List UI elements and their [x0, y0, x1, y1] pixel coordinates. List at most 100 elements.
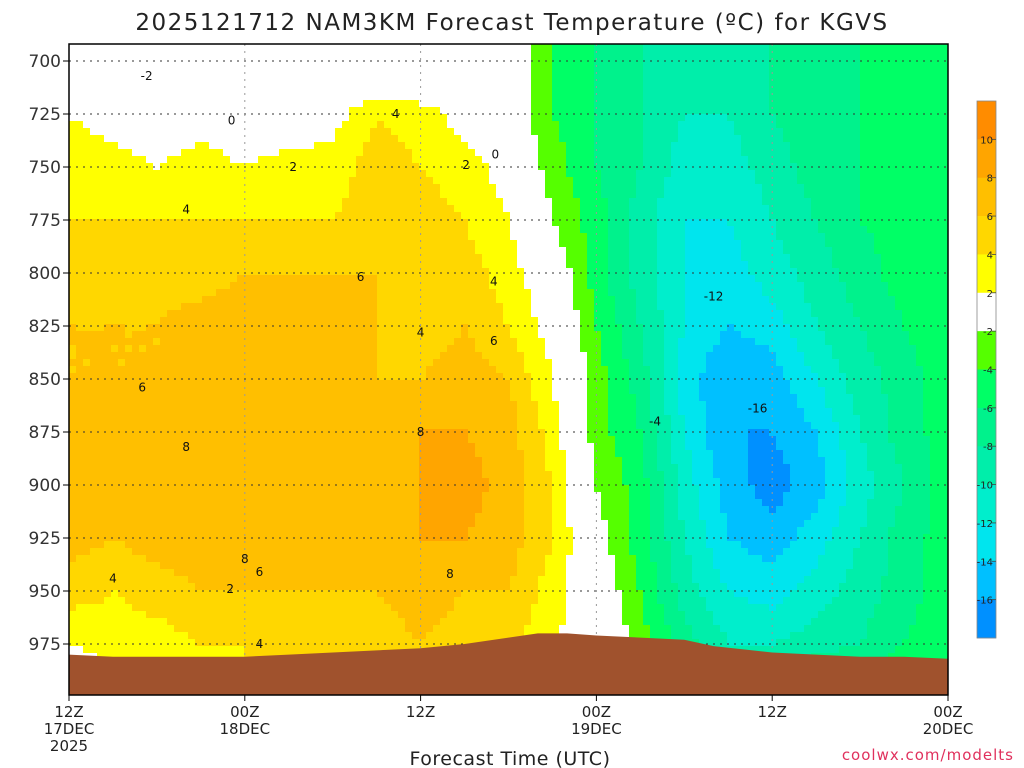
field-cell — [643, 310, 651, 318]
field-cell — [937, 219, 945, 227]
field-cell — [286, 142, 294, 150]
field-cell — [440, 303, 448, 311]
field-cell — [664, 114, 672, 122]
field-cell — [524, 93, 532, 101]
field-cell — [678, 79, 686, 87]
field-cell — [405, 268, 413, 276]
field-cell — [874, 100, 882, 108]
field-cell — [769, 44, 777, 52]
field-cell — [916, 65, 924, 73]
field-cell — [776, 247, 784, 255]
field-cell — [867, 93, 875, 101]
field-cell — [321, 191, 329, 199]
field-cell — [769, 212, 777, 220]
field-cell — [328, 114, 336, 122]
field-cell — [363, 303, 371, 311]
field-cell — [90, 128, 98, 136]
field-cell — [622, 72, 630, 80]
field-cell — [622, 254, 630, 262]
field-cell — [244, 121, 252, 129]
field-cell — [776, 205, 784, 213]
field-cell — [489, 261, 497, 269]
field-cell — [874, 135, 882, 143]
field-cell — [650, 149, 658, 157]
field-cell — [216, 289, 224, 297]
field-cell — [412, 296, 420, 304]
field-cell — [83, 212, 91, 220]
field-cell — [580, 100, 588, 108]
field-cell — [293, 247, 301, 255]
field-cell — [909, 79, 917, 87]
field-cell — [874, 282, 882, 290]
field-cell — [622, 240, 630, 248]
field-cell — [237, 219, 245, 227]
field-cell — [307, 303, 315, 311]
field-cell — [223, 205, 231, 213]
field-cell — [111, 72, 119, 80]
field-cell — [447, 303, 455, 311]
field-cell — [475, 100, 483, 108]
field-cell — [629, 205, 637, 213]
field-cell — [748, 184, 756, 192]
field-cell — [209, 205, 217, 213]
field-cell — [384, 282, 392, 290]
field-cell — [300, 86, 308, 94]
field-cell — [377, 72, 385, 80]
field-cell — [524, 107, 532, 115]
field-cell — [356, 170, 364, 178]
field-cell — [300, 163, 308, 171]
field-cell — [132, 114, 140, 122]
field-cell — [804, 205, 812, 213]
field-cell — [727, 65, 735, 73]
field-cell — [783, 93, 791, 101]
field-cell — [244, 268, 252, 276]
field-cell — [937, 303, 945, 311]
field-cell — [300, 72, 308, 80]
field-cell — [741, 121, 749, 129]
field-cell — [545, 163, 553, 171]
field-cell — [398, 142, 406, 150]
field-cell — [223, 58, 231, 66]
field-cell — [622, 79, 630, 87]
field-cell — [398, 233, 406, 241]
field-cell — [307, 310, 315, 318]
field-cell — [559, 233, 567, 241]
field-cell — [601, 261, 609, 269]
field-cell — [202, 275, 210, 283]
field-cell — [804, 142, 812, 150]
field-cell — [286, 198, 294, 206]
field-cell — [202, 247, 210, 255]
field-cell — [559, 121, 567, 129]
field-cell — [594, 212, 602, 220]
field-cell — [279, 219, 287, 227]
field-cell — [125, 240, 133, 248]
field-cell — [90, 121, 98, 129]
field-cell — [279, 72, 287, 80]
field-cell — [216, 268, 224, 276]
field-cell — [349, 149, 357, 157]
field-cell — [195, 135, 203, 143]
field-cell — [167, 163, 175, 171]
field-cell — [167, 219, 175, 227]
field-cell — [244, 254, 252, 262]
field-cell — [643, 191, 651, 199]
field-cell — [832, 149, 840, 157]
field-cell — [433, 184, 441, 192]
field-cell — [559, 212, 567, 220]
field-cell — [825, 191, 833, 199]
field-cell — [496, 261, 504, 269]
field-cell — [146, 275, 154, 283]
field-cell — [426, 233, 434, 241]
field-cell — [524, 261, 532, 269]
field-cell — [853, 205, 861, 213]
field-cell — [328, 107, 336, 115]
field-cell — [90, 240, 98, 248]
field-cell — [258, 72, 266, 80]
field-cell — [160, 247, 168, 255]
field-cell — [405, 114, 413, 122]
field-cell — [230, 219, 238, 227]
field-cell — [314, 226, 322, 234]
field-cell — [342, 198, 350, 206]
field-cell — [776, 177, 784, 185]
field-cell — [748, 212, 756, 220]
